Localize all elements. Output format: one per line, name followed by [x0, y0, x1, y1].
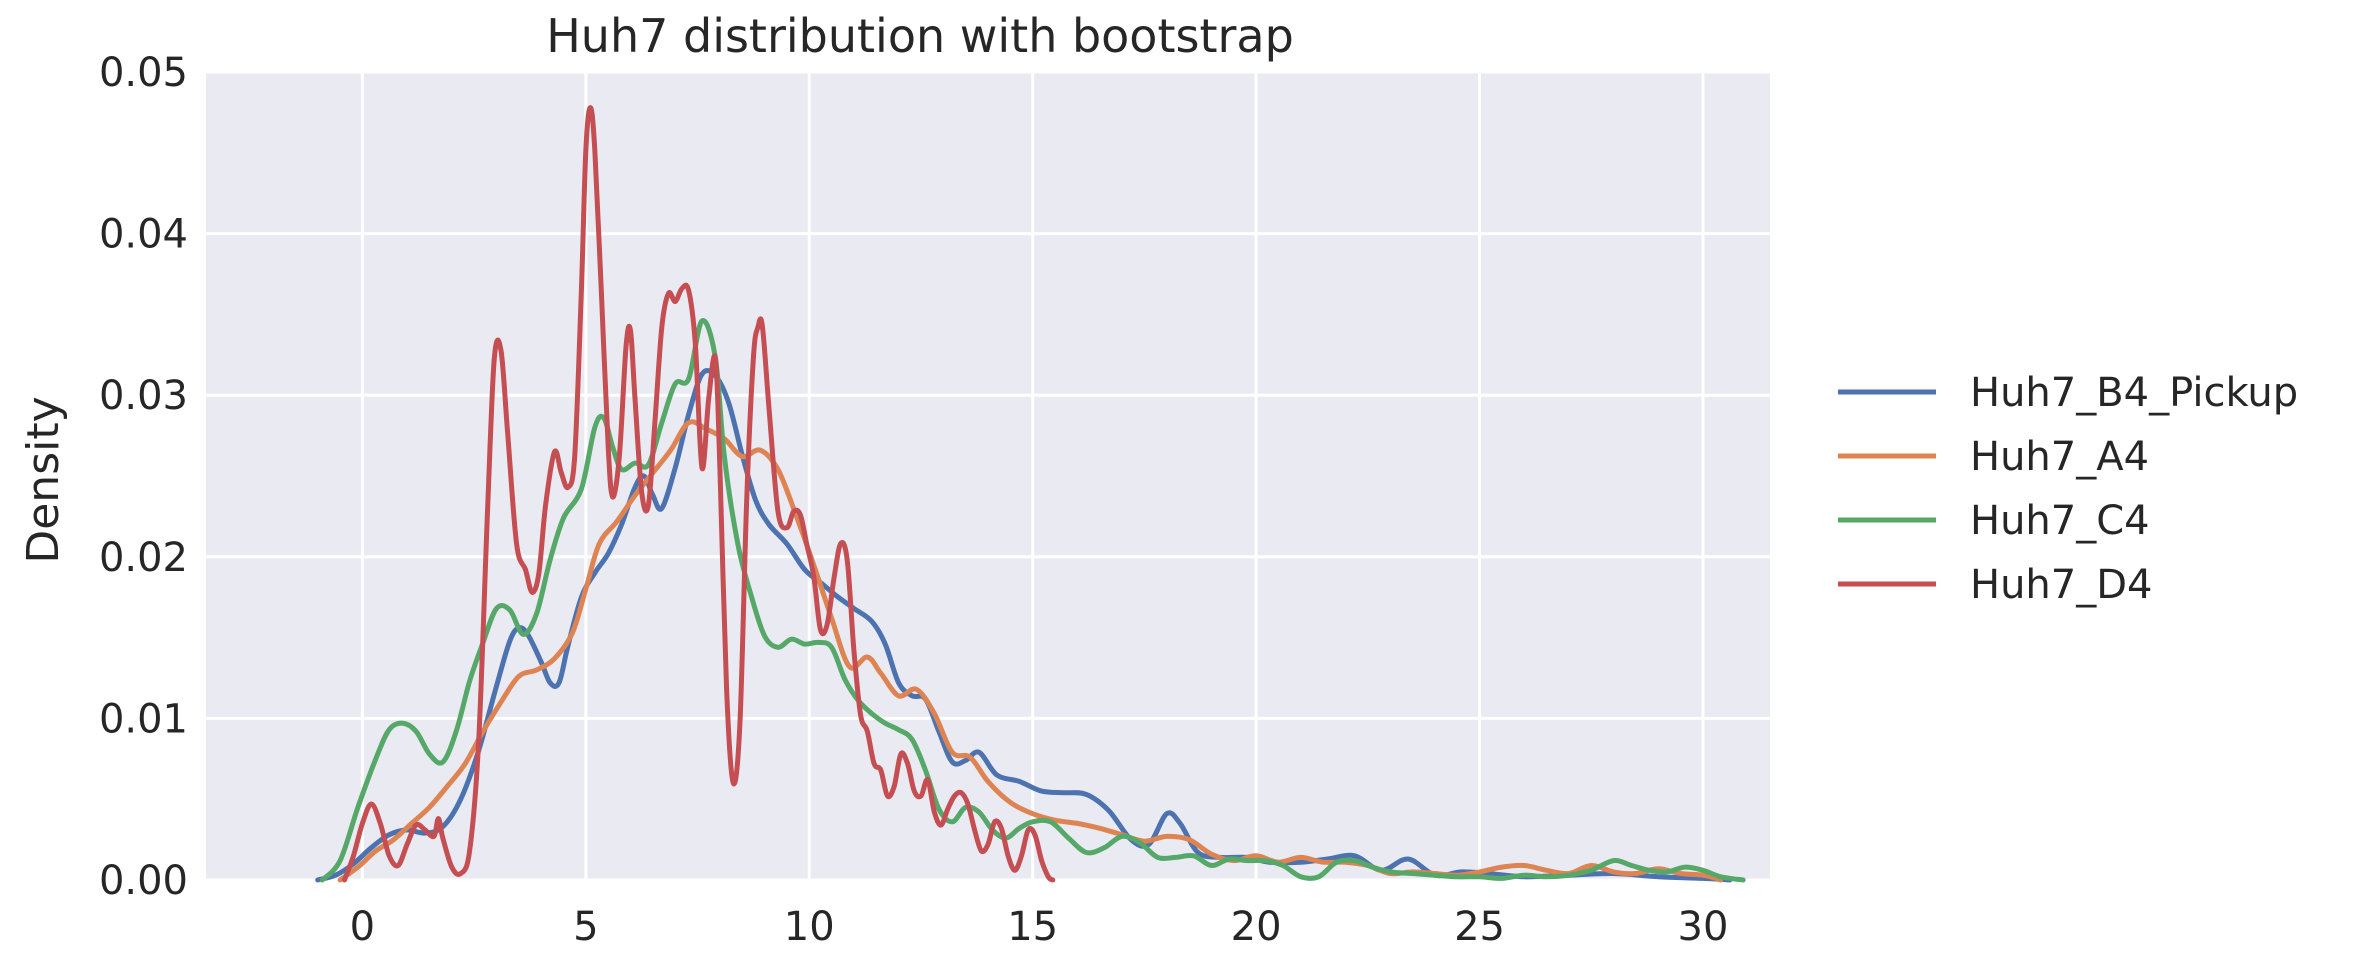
x-tick-label: 5	[573, 904, 598, 950]
chart-title: Huh7 distribution with bootstrap	[546, 9, 1294, 63]
legend: Huh7_B4_Pickup Huh7_A4 Huh7_C4 Huh7_D4	[1838, 370, 2298, 608]
y-tick-label: 0.01	[99, 696, 188, 742]
x-tick-label: 30	[1678, 904, 1729, 950]
legend-label-huh7-a4: Huh7_A4	[1970, 434, 2149, 480]
series-lines	[315, 105, 1746, 883]
y-tick-label: 0.05	[99, 50, 188, 96]
grid-lines	[206, 70, 1770, 882]
y-tick-label: 0.02	[99, 535, 188, 581]
x-tick-label: 25	[1454, 904, 1505, 950]
y-axis-label: Density	[18, 396, 69, 563]
x-tick-label: 0	[350, 904, 375, 950]
x-tick-label: 15	[1007, 904, 1058, 950]
y-tick-labels: 0.00 0.01 0.02 0.03 0.04 0.05	[99, 50, 188, 904]
y-tick-label: 0.00	[99, 858, 188, 904]
x-tick-label: 20	[1231, 904, 1282, 950]
legend-label-huh7-d4: Huh7_D4	[1970, 562, 2152, 608]
legend-label-huh7-c4: Huh7_C4	[1970, 498, 2150, 544]
plot-background	[206, 72, 1770, 880]
y-tick-label: 0.04	[99, 212, 188, 258]
series-line-huh7-d4	[342, 105, 1056, 883]
series-line-huh7-c4	[319, 318, 1746, 883]
y-tick-label: 0.03	[99, 373, 188, 419]
x-tick-labels: 0 5 10 15 20 25 30	[350, 904, 1729, 950]
x-tick-label: 10	[784, 904, 835, 950]
legend-label-huh7-b4-pickup: Huh7_B4_Pickup	[1970, 370, 2298, 416]
